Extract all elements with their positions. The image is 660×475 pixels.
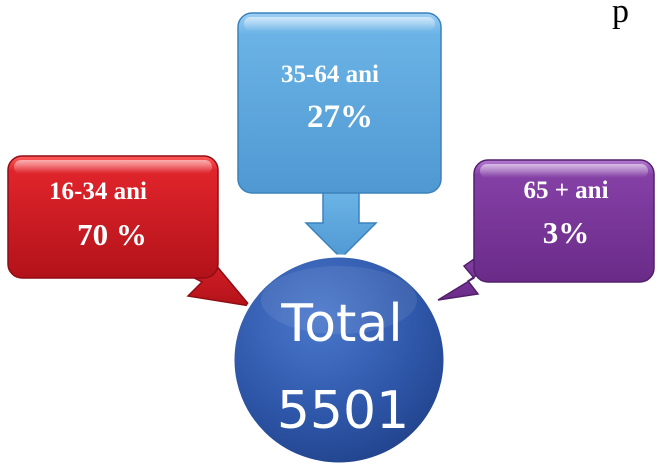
box-65-plus-label: 65 + ani: [523, 177, 608, 204]
total-label: Total: [280, 294, 402, 354]
box-16-34-label: 16-34 ani: [49, 178, 147, 205]
box-35-64-value: 27%: [307, 99, 373, 135]
top-text-fragment: p: [612, 0, 629, 30]
box-16-34: 16-34 ani 70 %: [7, 155, 252, 308]
box-65-plus: 65 + ani 3%: [437, 159, 655, 301]
box-35-64-label: 35-64 ani: [281, 61, 379, 88]
arrow-blue: [304, 185, 378, 260]
total-circle: Total 5501: [231, 254, 447, 466]
total-value: 5501: [277, 381, 409, 441]
box-16-34-value: 70 %: [77, 217, 147, 252]
box-35-64: 35-64 ani 27%: [237, 12, 442, 260]
box-65-plus-value: 3%: [543, 215, 590, 250]
